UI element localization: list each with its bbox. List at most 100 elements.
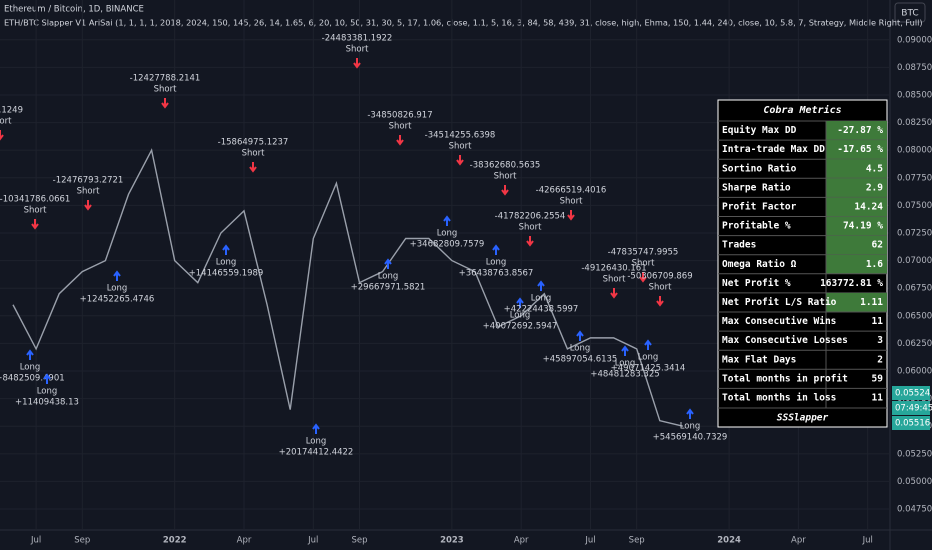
value-cell	[826, 216, 887, 236]
x-tick-label: 2023	[440, 536, 464, 546]
short-arrow	[0, 130, 4, 141]
trade-pnl: +20174412.4422	[279, 448, 354, 458]
trade-side: Short	[24, 206, 47, 216]
long-arrow	[312, 423, 320, 434]
metric-name: Profitable %	[722, 221, 791, 232]
short-arrow	[84, 200, 92, 211]
metric-name: Sharpe Ratio	[722, 182, 791, 193]
trade-pnl: -42666519.4016	[536, 186, 607, 196]
y-tick-label: 0.05000	[897, 477, 932, 487]
metric-name: Sortino Ratio	[722, 163, 797, 174]
price-tag-label: 0.05516	[895, 419, 930, 429]
x-tick-label: 2024	[717, 536, 741, 546]
trade-side: Short	[519, 223, 542, 233]
table-title: Cobra Metrics	[763, 104, 841, 116]
short-arrow	[567, 210, 575, 221]
trade-side: Short	[632, 259, 655, 269]
y-tick-label: 0.06250	[897, 339, 932, 349]
trade-pnl: +14146559.1989	[189, 269, 264, 279]
trade-side: Long	[531, 294, 552, 304]
metric-value: 59	[872, 373, 884, 384]
value-cell	[826, 292, 887, 312]
short-arrow	[526, 236, 534, 247]
metric-value: 11	[872, 392, 884, 403]
y-tick-label: 0.08750	[897, 63, 932, 73]
trade-side: Long	[680, 422, 701, 432]
x-tick-label: Apr	[791, 536, 806, 546]
y-tick-label: 0.08500	[897, 90, 932, 100]
trade-side: Long	[306, 437, 327, 447]
trade-pnl: +48481283.325	[590, 370, 659, 380]
trade-side: Short	[242, 149, 265, 159]
short-arrow	[610, 288, 618, 299]
metric-value: 62	[872, 240, 883, 251]
metrics-table: Cobra Metrics Equity Max DD -27.87 % Intra-…	[717, 99, 888, 428]
trade-pnl: -12427788.2141	[130, 74, 201, 84]
y-tick-label: 0.08250	[897, 118, 932, 128]
trade-pnl: -12476793.2721	[53, 176, 124, 186]
trade-side: Short	[494, 172, 517, 182]
x-tick-label: Jul	[30, 536, 41, 546]
metric-value: 74.19 %	[843, 221, 883, 232]
trade-pnl: -38362680.5635	[470, 161, 541, 171]
metric-name: Intra-trade Max DD	[722, 144, 825, 155]
value-cell	[826, 254, 887, 274]
price-tag-label: 07:49:45	[895, 404, 932, 414]
trade-side: Long	[107, 284, 128, 294]
value-cell	[826, 178, 887, 198]
x-tick-label: Apr	[514, 536, 529, 546]
value-cell	[826, 140, 887, 160]
trade-pnl: -50306709.869	[627, 272, 692, 282]
trade-side: Short	[77, 187, 100, 197]
indicator-title: ETH/BTC Slapper V1 AriSai (1, 1, 1, 1, 2…	[4, 18, 923, 28]
price-tag	[892, 386, 930, 400]
symbol-title: Ethereum / Bitcoin, 1D, BINANCE	[4, 5, 144, 15]
metric-name: Equity Max DD	[722, 125, 797, 136]
trade-pnl: +40072692.5947	[483, 322, 558, 332]
metric-name: Profit Factor	[722, 201, 797, 212]
metric-value: -27.87 %	[837, 125, 883, 136]
long-arrow	[576, 330, 584, 341]
metric-name: Total months in loss	[722, 392, 836, 403]
currency-button[interactable]	[894, 2, 926, 23]
metric-name: Net Profit L/S Ratio	[722, 297, 837, 308]
currency-label[interactable]: BTC	[901, 9, 918, 19]
trade-side: Long	[486, 258, 507, 268]
trade-pnl: -47835747.9955	[608, 248, 679, 258]
metric-name: Max Flat Days	[722, 354, 796, 365]
trade-side: Long	[638, 353, 659, 363]
trade-pnl: +36438763.8567	[459, 269, 534, 279]
trade-side: Short	[603, 275, 626, 285]
price-line	[12, 148, 684, 427]
trade-side: Long	[570, 344, 591, 354]
x-tick-label: Sep	[74, 536, 90, 546]
y-tick-label: 0.06500	[897, 311, 932, 321]
metric-value: 11	[872, 316, 884, 327]
trade-pnl: -34514255.6398	[425, 131, 496, 141]
long-arrow	[26, 349, 34, 360]
metric-name: Max Consecutive Losses	[722, 335, 848, 346]
price-tag-label: 0.05524	[895, 389, 930, 399]
long-arrow	[222, 244, 230, 255]
short-arrow	[353, 58, 361, 69]
long-arrow	[443, 215, 451, 226]
trade-side: Long	[378, 272, 399, 282]
metric-value: -17.65 %	[837, 144, 883, 155]
metric-name: Net Profit %	[722, 278, 791, 289]
value-cell	[826, 121, 887, 141]
x-tick-label: Jul	[862, 536, 873, 546]
trade-side: Short	[154, 85, 177, 95]
trade-pnl: +45897054.6135	[543, 355, 618, 365]
metric-value: 4.5	[866, 163, 883, 174]
long-arrow	[492, 244, 500, 255]
metric-value: 2	[877, 354, 883, 365]
short-arrow	[639, 272, 647, 283]
x-tick-label: Jul	[307, 536, 318, 546]
trade-side: Long	[437, 229, 458, 239]
trade-side: Short	[346, 45, 369, 55]
trade-side: Short	[449, 142, 472, 152]
metric-value: 3	[877, 335, 883, 346]
price-tag	[892, 401, 930, 415]
y-tick-label: 0.05250	[897, 449, 932, 459]
